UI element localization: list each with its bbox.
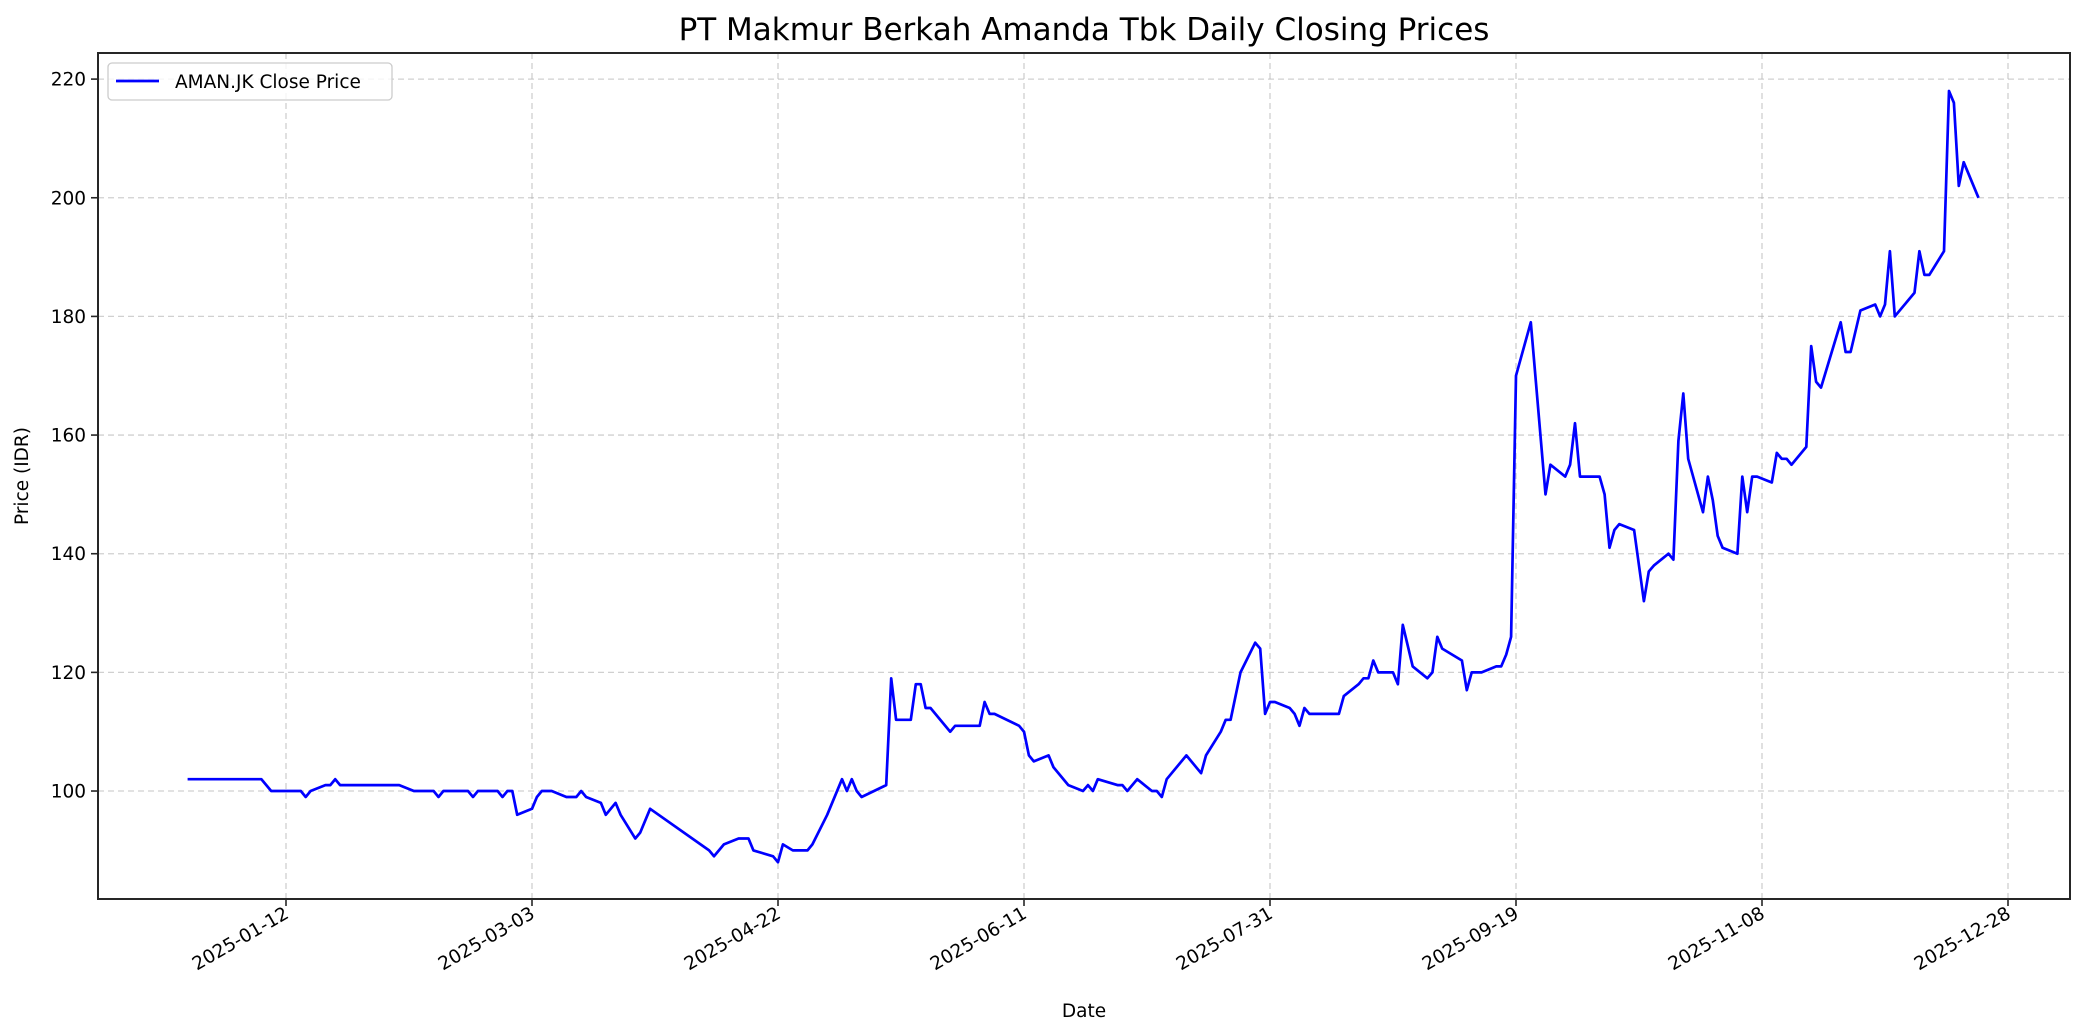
y-tick-label: 160 [51,426,86,447]
y-tick-label: 140 [51,544,86,565]
axes-frame [97,52,2071,900]
x-tick-label: 2025-12-28 [1911,903,2015,975]
y-tick-label: 220 [51,70,86,91]
legend-label: AMAN.JK Close Price [175,72,361,93]
legend: AMAN.JK Close Price [107,62,393,101]
series-line [187,89,1980,864]
chart-title: PT Makmur Berkah Amanda Tbk Daily Closin… [679,12,1490,48]
y-axis-ticks: 100 120 140 160 180 200 220 [51,70,98,803]
x-axis-ticks: 2025-01-12 2025-03-03 2025-04-22 2025-06-11… [189,899,2015,975]
x-tick-label: 2025-01-12 [189,903,293,975]
y-tick-label: 100 [51,782,86,803]
x-tick-label: 2025-04-22 [681,903,785,975]
y-tick-label: 200 [51,188,86,209]
y-tick-label: 180 [51,307,86,328]
close-price-line [187,89,1980,864]
gridlines [98,53,2070,899]
y-axis-label: Price (IDR) [12,427,33,525]
x-tick-label: 2025-11-08 [1665,903,1769,975]
x-tick-label: 2025-03-03 [435,903,539,975]
legend-box [107,62,393,101]
x-tick-label: 2025-09-19 [1419,903,1523,975]
x-axis-label: Date [1062,1001,1106,1022]
y-tick-label: 120 [51,663,86,684]
x-tick-label: 2025-07-31 [1173,903,1277,975]
x-tick-label: 2025-06-11 [927,903,1031,975]
